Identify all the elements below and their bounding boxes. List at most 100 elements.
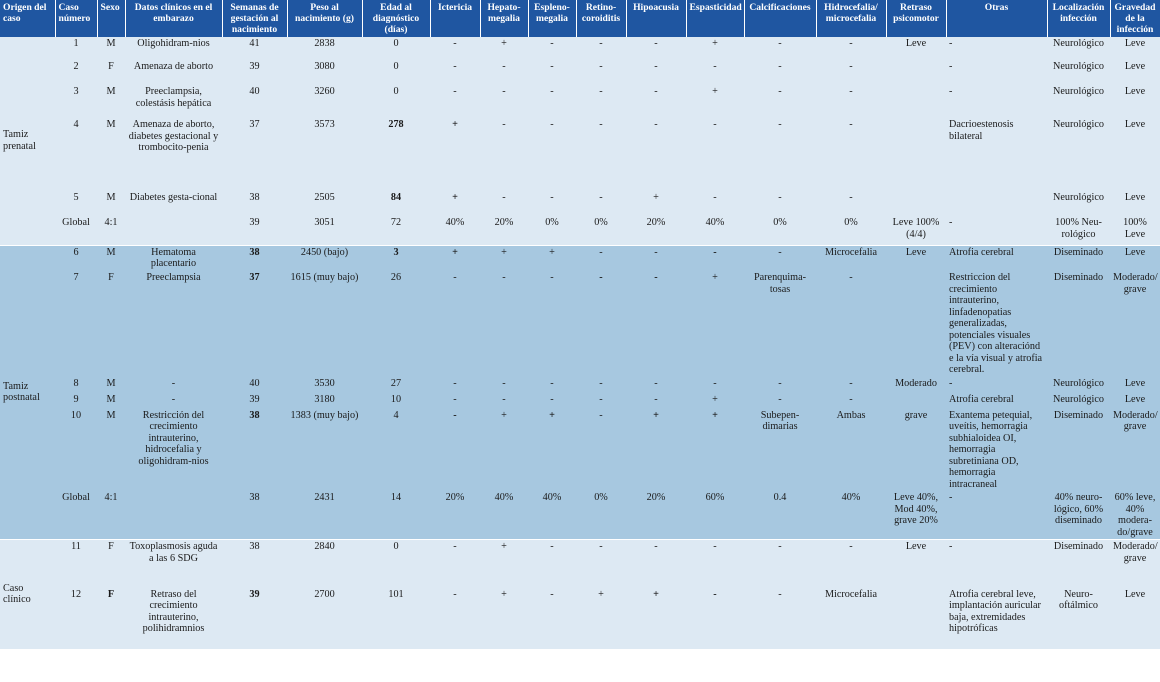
- cell-otras: -: [946, 37, 1047, 60]
- cell-grav: Leve: [1110, 191, 1160, 216]
- cell-grav: Leve: [1110, 392, 1160, 409]
- cell-ret: 0%: [576, 491, 626, 540]
- origin-cell: Caso clínico: [0, 539, 55, 649]
- cell-semanas: 38: [222, 539, 287, 588]
- cell-hep: +: [480, 539, 528, 588]
- cell-hep: -: [480, 118, 528, 191]
- cell-hip: +: [626, 408, 686, 491]
- cell-calc: -: [744, 244, 816, 271]
- cell-ict: 20%: [430, 491, 480, 540]
- cell-hidro: Ambas: [816, 408, 886, 491]
- cell-semanas: 41: [222, 37, 287, 60]
- cell-otras: Atrofia cerebral leve, implantación auri…: [946, 587, 1047, 649]
- cell-esp: -: [528, 37, 576, 60]
- cell-semanas: 39: [222, 216, 287, 245]
- table-row: Tamiz postnatal 6 M Hematoma placentario 38 2…: [0, 244, 1160, 540]
- header-sexo: Sexo: [97, 0, 126, 37]
- cell-caso: 4: [55, 118, 97, 191]
- cell-loc: 100% Neu-rológico: [1047, 216, 1110, 245]
- cell-edad: 3: [362, 244, 430, 271]
- cell-semanas: 39: [222, 60, 287, 85]
- cell-esp: -: [528, 60, 576, 85]
- cell-hidro: Microcefalia: [816, 244, 886, 271]
- cell-esp: +: [528, 408, 576, 491]
- clinical-cases-table: Origen del caso Caso número Sexo Datos c…: [0, 0, 1160, 649]
- cell-retraso: Leve 100% (4/4): [886, 216, 946, 245]
- cell-ict: -: [430, 392, 480, 409]
- cell-calc: 0%: [744, 216, 816, 245]
- cell-datos: Amenaza de aborto: [125, 60, 222, 85]
- cell-espas: -: [686, 587, 744, 649]
- cell-datos: Preeclampsia, colestásis hepática: [125, 85, 222, 118]
- cell-hidro: -: [816, 37, 886, 60]
- cell-peso: 2450 (bajo): [287, 244, 362, 271]
- cell-ict: -: [430, 408, 480, 491]
- header-row: Origen del caso Caso número Sexo Datos c…: [0, 0, 1160, 37]
- cell-espas: -: [686, 118, 744, 191]
- cell-peso: 2700: [287, 587, 362, 649]
- cell-retraso: [886, 587, 946, 649]
- header-retinocoroiditis: Retino-coroiditis: [576, 0, 627, 37]
- cell-edad: 101: [362, 587, 430, 649]
- cell-hidro: 0%: [816, 216, 886, 245]
- header-retraso: Retraso psicomotor: [886, 0, 947, 37]
- cell-grav: Leve: [1110, 85, 1160, 118]
- cell-caso: Global: [55, 491, 97, 540]
- cell-sexo: 4:1: [97, 216, 125, 245]
- cell-loc: Neurológico: [1047, 118, 1110, 191]
- cell-grav: Moderado/ grave: [1110, 271, 1160, 377]
- cell-caso: 9: [55, 392, 97, 409]
- cell-loc: Neurológico: [1047, 60, 1110, 85]
- cell-hip: 20%: [626, 491, 686, 540]
- cell-edad: 0: [362, 85, 430, 118]
- header-hepatomegalia: Hepato-megalia: [480, 0, 529, 37]
- header-semanas: Semanas de gestación al nacimiento: [222, 0, 288, 37]
- cell-datos: Preeclampsia: [125, 271, 222, 377]
- cell-caso: 3: [55, 85, 97, 118]
- cell-retraso: [886, 191, 946, 216]
- cell-hidro: -: [816, 60, 886, 85]
- cell-hidro: -: [816, 118, 886, 191]
- cell-esp: -: [528, 539, 576, 588]
- cell-peso: 2431: [287, 491, 362, 540]
- cell-otras: Atrofia cerebral: [946, 392, 1047, 409]
- cell-calc: Parenquima-tosas: [744, 271, 816, 377]
- cell-sexo: 4:1: [97, 491, 125, 540]
- header-origen: Origen del caso: [0, 0, 56, 37]
- cell-otras: -: [946, 216, 1047, 245]
- cell-hep: +: [480, 587, 528, 649]
- cell-ret: -: [576, 408, 626, 491]
- cell-retraso: Moderado: [886, 376, 946, 393]
- cell-hip: -: [626, 244, 686, 271]
- header-calcificaciones: Calcificaciones: [744, 0, 817, 37]
- cell-hep: -: [480, 376, 528, 393]
- cell-espas: -: [686, 539, 744, 588]
- cell-otras: Restriccion del crecimiento intrauterino…: [946, 271, 1047, 377]
- cell-retraso: Leve: [886, 37, 946, 60]
- cell-otras: -: [946, 60, 1047, 85]
- cell-loc: Neurológico: [1047, 85, 1110, 118]
- cell-calc: -: [744, 37, 816, 60]
- cell-peso: 3080: [287, 60, 362, 85]
- cell-edad: 278: [362, 118, 430, 191]
- cell-hip: -: [626, 60, 686, 85]
- cell-calc: -: [744, 85, 816, 118]
- cell-sexo: M: [97, 408, 125, 491]
- cell-caso: 7: [55, 271, 97, 377]
- table-row: 5 M Diabetes gesta-cional 38 2505 84 + - - - + - - - N…: [0, 191, 1160, 216]
- cell-semanas: 38: [222, 191, 287, 216]
- cell-ict: -: [430, 85, 480, 118]
- cell-grav: Leve: [1110, 37, 1160, 60]
- cell-semanas: 38: [222, 491, 287, 540]
- cell-retraso: [886, 60, 946, 85]
- cell-hip: +: [626, 587, 686, 649]
- cell-espas: -: [686, 376, 744, 393]
- cell-ret: -: [576, 60, 626, 85]
- cell-loc: Neuro-oftálmico: [1047, 587, 1110, 649]
- cell-hep: 40%: [480, 491, 528, 540]
- table-row: Caso clínico 11 F Toxoplasmosis aguda a las…: [0, 539, 1160, 649]
- cell-hidro: -: [816, 191, 886, 216]
- cell-hep: -: [480, 60, 528, 85]
- cell-caso: 5: [55, 191, 97, 216]
- cell-calc: 0.4: [744, 491, 816, 540]
